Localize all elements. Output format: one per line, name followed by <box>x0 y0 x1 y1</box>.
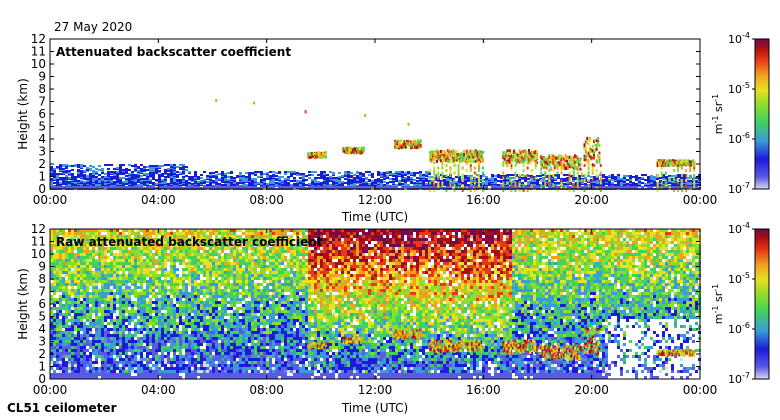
x-tick-label: 00:00 <box>683 383 718 397</box>
colorbar-tick-label: 10-6 <box>728 321 750 336</box>
y-tick-label: 0 <box>38 372 46 386</box>
x-tick-label: 16:00 <box>466 193 501 207</box>
y-tick-label: 5 <box>38 310 46 324</box>
colorbar-unit-label: m-1 sr-1 <box>711 94 725 134</box>
colorbar-top: 10-4 10-5 10-6 10-7 m-1 sr-1 <box>711 31 770 196</box>
y-tick-label: 11 <box>31 235 46 249</box>
y-tick-label: 3 <box>38 145 46 159</box>
y-tick-label: 2 <box>38 347 46 361</box>
colorbar-tick-label: 10-4 <box>728 221 750 236</box>
y-tick-label: 6 <box>38 107 46 121</box>
x-tick-label: 00:00 <box>33 193 68 207</box>
x-axis-label: Time (UTC) <box>341 210 408 224</box>
y-tick-label: 4 <box>38 132 46 146</box>
y-tick-label: 12 <box>31 32 46 46</box>
y-tick-label: 4 <box>38 322 46 336</box>
backscatter-image <box>50 229 701 379</box>
colorbar-tick-label: 10-7 <box>728 181 750 196</box>
x-tick-label: 00:00 <box>33 383 68 397</box>
colorbar-unit-label: m-1 sr-1 <box>711 284 725 324</box>
y-tick-label: 5 <box>38 120 46 134</box>
colorbar-bottom: 10-4 10-5 10-6 10-7 m-1 sr-1 <box>711 221 770 386</box>
colorbar-tick-label: 10-7 <box>728 371 750 386</box>
x-tick-label: 20:00 <box>574 193 609 207</box>
y-tick-label: 1 <box>38 170 46 184</box>
x-tick-label: 08:00 <box>249 383 284 397</box>
y-tick-label: 10 <box>31 247 46 261</box>
x-tick-label: 04:00 <box>141 193 176 207</box>
colorbar-tick-label: 10-4 <box>728 31 750 46</box>
y-axis-label: Height (km) <box>16 268 30 339</box>
panel-title: Raw attenuated backscatter coefficient <box>56 235 323 249</box>
colorbar-tick-label: 10-5 <box>728 271 750 286</box>
y-tick-label: 11 <box>31 45 46 59</box>
y-tick-label: 7 <box>38 95 46 109</box>
y-tick-label: 6 <box>38 297 46 311</box>
y-tick-label: 7 <box>38 285 46 299</box>
x-tick-label: 08:00 <box>249 193 284 207</box>
y-tick-label: 8 <box>38 82 46 96</box>
y-tick-label: 0 <box>38 182 46 196</box>
x-tick-label: 04:00 <box>141 383 176 397</box>
x-tick-label: 12:00 <box>358 383 393 397</box>
x-tick-label: 16:00 <box>466 383 501 397</box>
colorbar-tick-label: 10-5 <box>728 81 750 96</box>
instrument-label: CL51 ceilometer <box>7 401 117 415</box>
y-tick-label: 2 <box>38 157 46 171</box>
x-tick-label: 12:00 <box>358 193 393 207</box>
x-tick-label: 00:00 <box>683 193 718 207</box>
y-tick-label: 1 <box>38 360 46 374</box>
y-tick-label: 9 <box>38 260 46 274</box>
x-tick-label: 20:00 <box>574 383 609 397</box>
y-axis-label: Height (km) <box>16 78 30 149</box>
y-tick-label: 3 <box>38 335 46 349</box>
y-tick-label: 9 <box>38 70 46 84</box>
y-tick-label: 12 <box>31 222 46 236</box>
y-tick-label: 10 <box>31 57 46 71</box>
colorbar-tick-label: 10-6 <box>728 131 750 146</box>
y-tick-label: 8 <box>38 272 46 286</box>
x-axis-label: Time (UTC) <box>341 401 408 415</box>
date-label: 27 May 2020 <box>54 20 132 34</box>
panel-title: Attenuated backscatter coefficient <box>56 45 291 59</box>
